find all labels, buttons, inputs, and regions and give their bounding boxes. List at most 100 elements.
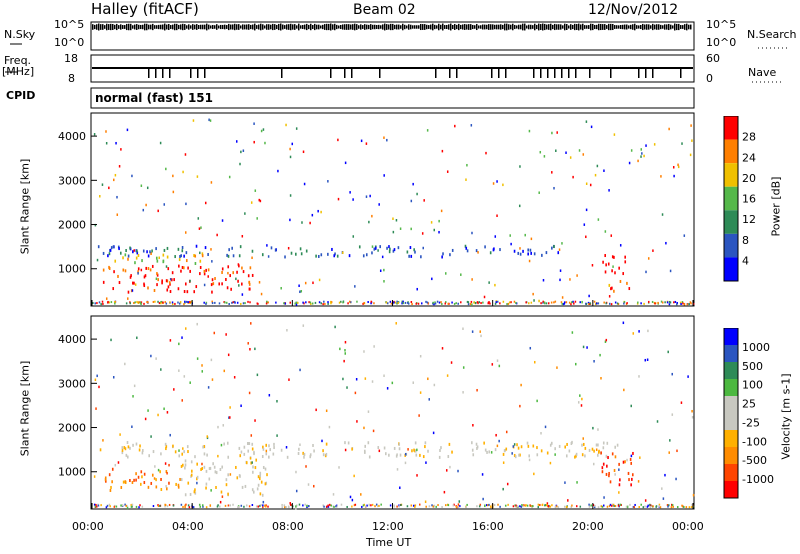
echo-noise <box>396 468 399 471</box>
echo-noise <box>645 144 647 147</box>
station-title: Halley (fitACF) <box>91 0 199 18</box>
echo-noise <box>395 219 398 222</box>
nsky-bar <box>276 24 278 30</box>
echo-noise <box>676 449 678 453</box>
echo-noise <box>511 452 513 455</box>
y-tick-label: 3000 <box>58 174 86 187</box>
echo-noise <box>182 447 184 450</box>
echo-ground <box>563 301 566 304</box>
nsky-bar <box>584 25 586 29</box>
echo-cell <box>242 270 245 274</box>
cpid-panel <box>90 87 695 109</box>
echo-ground <box>433 504 436 507</box>
echo-cell <box>232 271 235 275</box>
echo-cell <box>397 246 400 250</box>
echo-cell <box>193 490 196 494</box>
echo-cell <box>147 286 149 290</box>
echo-cell <box>203 269 206 273</box>
echo-ground <box>172 504 175 507</box>
echo-noise <box>476 388 478 392</box>
echo-ground <box>489 302 491 305</box>
echo-noise <box>311 213 314 217</box>
echo-cell <box>166 487 168 491</box>
echo-cell <box>127 257 129 261</box>
nsky-bar <box>566 24 568 30</box>
echo-cell <box>165 279 168 283</box>
echo-cell <box>631 477 633 481</box>
echo-cell <box>574 455 576 459</box>
echo-ground <box>562 303 564 306</box>
nsky-bar <box>522 23 524 31</box>
echo-ground <box>310 302 312 305</box>
echo-cell <box>203 444 206 448</box>
echo-ground <box>579 505 582 508</box>
echo-ground <box>522 505 524 508</box>
echo-ground <box>551 504 553 507</box>
nave-bar <box>169 68 171 78</box>
echo-cell <box>146 250 148 254</box>
echo-cell <box>186 445 189 449</box>
echo-ground <box>94 505 97 508</box>
echo-ground <box>158 302 161 305</box>
echo-ground <box>185 503 187 506</box>
colorbar-tick-label: -100 <box>742 435 767 448</box>
echo-cell <box>155 485 158 489</box>
echo-cell <box>618 266 620 270</box>
echo-cell <box>205 268 207 272</box>
echo-ground <box>98 301 101 304</box>
echo-cell <box>410 254 413 258</box>
echo-ground <box>629 503 631 506</box>
echo-noise <box>465 178 467 181</box>
echo-cell <box>238 264 240 268</box>
echo-noise <box>546 502 549 505</box>
nsky-bar <box>322 24 324 30</box>
echo-ground <box>262 504 264 507</box>
echo-noise <box>321 439 323 443</box>
echo-cell <box>265 481 268 485</box>
echo-cell <box>108 265 110 269</box>
echo-ground <box>178 302 181 305</box>
nsky-bar <box>306 23 308 31</box>
echo-cell <box>466 249 469 253</box>
echo-cell <box>325 442 328 446</box>
echo-cell <box>127 445 130 449</box>
echo-ground <box>434 301 436 304</box>
nsky-bar <box>312 25 314 29</box>
echo-noise <box>227 271 229 275</box>
nsky-bar <box>218 25 220 29</box>
nsky-bar <box>266 24 268 30</box>
echo-cell <box>111 467 114 471</box>
echo-cell <box>414 449 417 453</box>
echo-noise <box>307 483 310 486</box>
nsky-bar <box>388 24 390 30</box>
echo-noise <box>640 155 642 158</box>
echo-noise <box>94 223 97 227</box>
nsky-bar <box>282 24 284 30</box>
echo-noise <box>164 462 167 465</box>
echo-noise <box>256 373 259 377</box>
echo-cell <box>440 446 442 450</box>
y-tick-label: 2000 <box>58 422 86 435</box>
echo-ground <box>544 504 547 507</box>
echo-cell <box>252 490 255 494</box>
echo-noise <box>470 124 473 127</box>
echo-noise <box>99 195 101 198</box>
echo-ground <box>389 504 392 507</box>
echo-cell <box>201 467 204 471</box>
echo-ground <box>262 506 264 509</box>
echo-ground <box>611 503 614 506</box>
echo-ground <box>177 301 179 304</box>
echo-noise <box>221 219 224 222</box>
echo-cell <box>156 273 159 277</box>
echo-noise <box>342 251 344 254</box>
echo-cell <box>194 254 197 258</box>
nsky-bar <box>342 24 344 30</box>
echo-ground <box>302 301 304 304</box>
echo-ground <box>440 301 442 304</box>
echo-cell <box>392 249 395 253</box>
echo-ground <box>219 505 221 508</box>
echo-noise <box>383 174 385 177</box>
nsky-tick-bottom: 10^0 <box>54 36 85 49</box>
echo-ground <box>433 303 435 306</box>
echo-cell <box>187 481 190 485</box>
